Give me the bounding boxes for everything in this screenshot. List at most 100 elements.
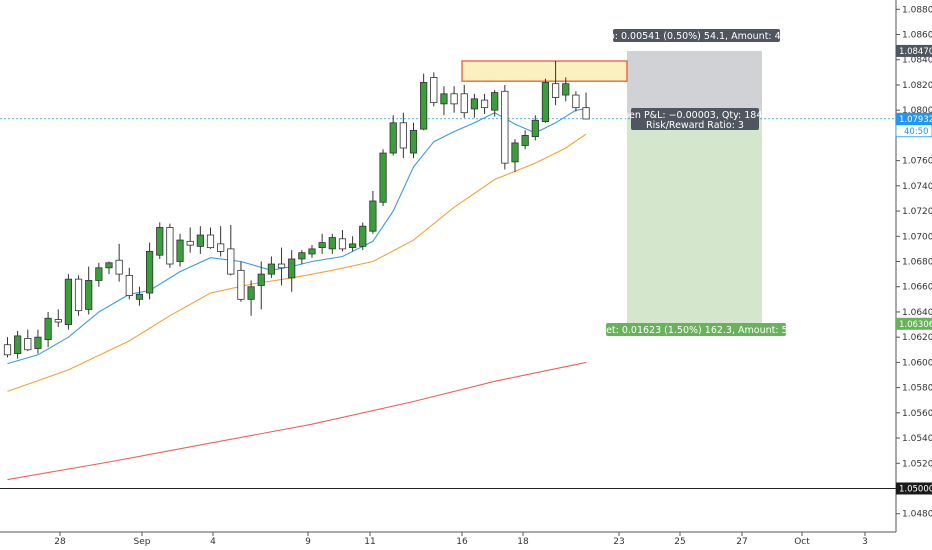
x-tick-label: 16 <box>456 537 468 547</box>
candle <box>511 139 519 172</box>
candle-body <box>166 227 174 265</box>
candle <box>440 86 448 116</box>
candle-body <box>186 240 194 246</box>
target-price-tag-bg <box>896 317 932 330</box>
candle <box>308 245 316 258</box>
candle <box>115 243 123 282</box>
pnl-info-line2: Risk/Reward Ratio: 3 <box>646 120 744 131</box>
candle-body <box>257 273 265 286</box>
candle-body <box>308 248 316 255</box>
candle <box>44 311 52 348</box>
candle <box>64 274 72 330</box>
candle-body <box>480 99 489 109</box>
x-tick-label: 3 <box>862 537 868 547</box>
candle <box>379 149 387 207</box>
candle <box>196 226 204 254</box>
candle <box>480 93 489 114</box>
y-tick-label: 1.07000 <box>902 232 932 242</box>
candle <box>562 77 570 102</box>
candle <box>460 84 468 118</box>
candle-body <box>227 248 235 275</box>
candle <box>552 61 560 106</box>
candle <box>267 256 276 278</box>
y-tick-label: 1.05800 <box>902 384 932 394</box>
y-tick-label: 1.07600 <box>902 157 932 167</box>
candle-body <box>440 93 448 105</box>
candle <box>257 261 265 310</box>
candle <box>176 233 184 267</box>
candle <box>217 226 225 257</box>
candle-body <box>318 242 326 249</box>
candle-body <box>491 92 499 111</box>
candle-body <box>115 259 123 275</box>
x-tick-label: 28 <box>54 537 66 547</box>
candle-body <box>338 238 347 250</box>
candle <box>359 222 367 251</box>
candle-body <box>450 93 458 105</box>
y-tick-label: 1.08800 <box>902 5 932 15</box>
candle <box>135 286 144 306</box>
candle <box>582 92 590 120</box>
candle-body <box>145 251 154 294</box>
candle-body <box>582 107 590 120</box>
candle <box>318 233 326 254</box>
candle-body <box>501 90 509 164</box>
candle <box>501 84 509 170</box>
candle <box>247 280 255 316</box>
candle <box>328 233 336 254</box>
candle <box>125 267 133 300</box>
candle-body <box>3 344 12 356</box>
candle-body <box>541 82 550 122</box>
candle <box>34 329 42 354</box>
candle-body <box>379 152 387 203</box>
candle-body <box>176 239 184 262</box>
candle-body <box>521 135 529 146</box>
candle-body <box>399 122 407 149</box>
x-tick-label: 27 <box>736 537 747 547</box>
candle <box>186 227 194 253</box>
pnl-info-box <box>631 108 759 130</box>
candle-body <box>85 280 93 310</box>
support-price-tag-bg <box>896 482 932 495</box>
candle <box>531 115 539 141</box>
candle <box>399 112 407 159</box>
candle-body <box>369 200 377 232</box>
x-tick-label: 9 <box>305 537 311 547</box>
candle-body <box>14 335 22 354</box>
candle-body <box>237 269 245 300</box>
candle <box>54 309 62 328</box>
candle-body <box>206 234 215 249</box>
candle-body <box>95 267 103 281</box>
y-tick-label: 1.05400 <box>902 434 932 444</box>
y-tick-label: 1.07200 <box>902 207 932 217</box>
y-tick-label: 1.08400 <box>902 56 932 66</box>
candle <box>206 227 215 249</box>
candle-body <box>288 258 296 279</box>
candle <box>450 86 458 113</box>
candle-body <box>430 76 438 104</box>
current-price-tag-bg <box>896 112 932 125</box>
candle <box>420 73 428 131</box>
candle <box>430 72 438 107</box>
candle <box>288 250 296 292</box>
candle-body <box>277 263 286 269</box>
candle <box>74 275 83 316</box>
candle-body <box>156 227 164 256</box>
candle <box>166 223 174 268</box>
candle <box>95 262 103 287</box>
support-price-tag: 1.05000 <box>899 484 932 494</box>
candle <box>237 261 245 302</box>
candle <box>369 190 377 234</box>
moving-average-mid <box>7 133 587 392</box>
candle-body <box>247 286 255 300</box>
candle-body <box>531 119 539 138</box>
y-tick-label: 1.06200 <box>902 333 932 343</box>
y-tick-label: 1.05200 <box>902 459 932 469</box>
candle-body <box>572 94 580 109</box>
target-price-tag: 1.06306 <box>899 320 932 330</box>
y-tick-label: 1.05600 <box>902 409 932 419</box>
stop-info-box <box>613 29 780 42</box>
